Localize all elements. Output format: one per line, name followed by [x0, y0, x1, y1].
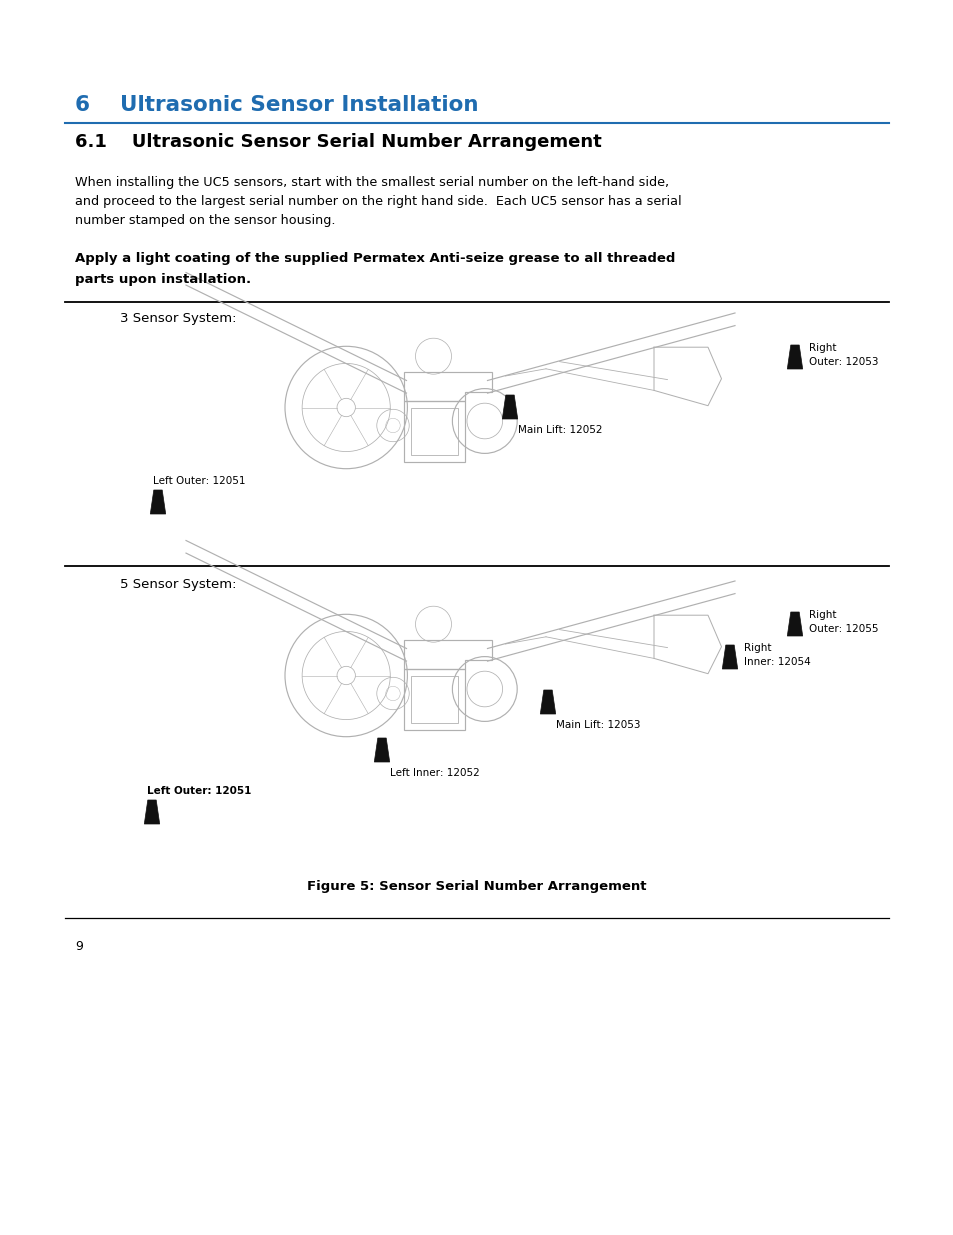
Text: 3 Sensor System:: 3 Sensor System: — [120, 312, 236, 325]
Text: Right
Outer: 12055: Right Outer: 12055 — [808, 610, 878, 634]
Text: parts upon installation.: parts upon installation. — [75, 273, 251, 287]
Polygon shape — [786, 613, 801, 636]
Text: 5 Sensor System:: 5 Sensor System: — [120, 578, 236, 592]
Text: Left Inner: 12052: Left Inner: 12052 — [390, 768, 479, 778]
Text: and proceed to the largest serial number on the right hand side.  Each UC5 senso: and proceed to the largest serial number… — [75, 195, 680, 207]
Text: 9: 9 — [75, 940, 83, 953]
Text: Left Outer: 12051: Left Outer: 12051 — [147, 785, 251, 797]
Polygon shape — [539, 690, 555, 714]
Text: Right
Outer: 12053: Right Outer: 12053 — [808, 343, 878, 367]
Text: Main Lift: 12053: Main Lift: 12053 — [556, 720, 639, 730]
Text: When installing the UC5 sensors, start with the smallest serial number on the le: When installing the UC5 sensors, start w… — [75, 177, 668, 189]
Polygon shape — [144, 800, 159, 824]
Polygon shape — [786, 345, 801, 369]
Text: Left Outer: 12051: Left Outer: 12051 — [152, 475, 245, 487]
Text: 6.1    Ultrasonic Sensor Serial Number Arrangement: 6.1 Ultrasonic Sensor Serial Number Arra… — [75, 133, 601, 151]
Text: Right
Inner: 12054: Right Inner: 12054 — [743, 643, 810, 667]
Polygon shape — [502, 395, 517, 419]
Text: Main Lift: 12052: Main Lift: 12052 — [517, 425, 602, 435]
Text: Figure 5: Sensor Serial Number Arrangement: Figure 5: Sensor Serial Number Arrangeme… — [307, 881, 646, 893]
Text: 6    Ultrasonic Sensor Installation: 6 Ultrasonic Sensor Installation — [75, 95, 478, 115]
Polygon shape — [151, 490, 166, 514]
Polygon shape — [721, 645, 737, 669]
Text: Apply a light coating of the supplied Permatex Anti-seize grease to all threaded: Apply a light coating of the supplied Pe… — [75, 252, 675, 266]
Polygon shape — [374, 739, 389, 762]
Text: number stamped on the sensor housing.: number stamped on the sensor housing. — [75, 214, 335, 227]
